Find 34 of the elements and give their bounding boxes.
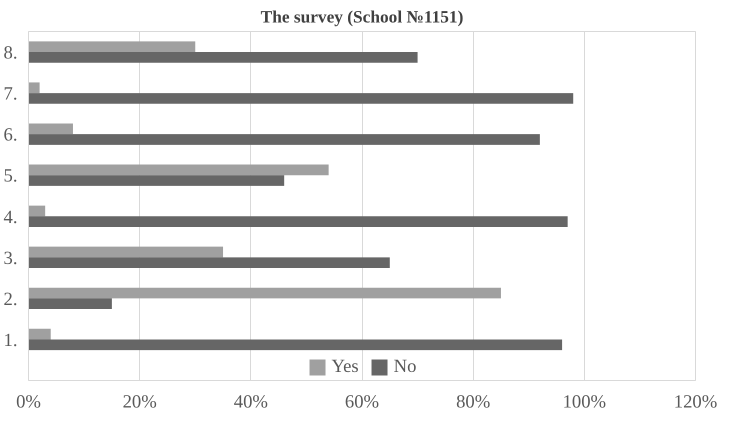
y-tick-label: 2. bbox=[4, 288, 18, 310]
legend-label: Yes bbox=[332, 356, 359, 378]
bar bbox=[28, 134, 540, 145]
bar bbox=[28, 288, 501, 298]
bar bbox=[28, 298, 112, 310]
x-tick-label: 80% bbox=[456, 392, 490, 412]
y-tick-label: 8. bbox=[4, 42, 18, 64]
x-tick-label: 120% bbox=[674, 392, 718, 412]
bar bbox=[28, 206, 46, 216]
y-tick-label: 5. bbox=[4, 166, 18, 187]
chart-title: The survey (School №1151) bbox=[260, 8, 464, 26]
legend-label: No bbox=[394, 356, 416, 378]
x-tick-label: 0% bbox=[16, 392, 41, 412]
bar bbox=[28, 328, 51, 340]
bar bbox=[28, 123, 73, 134]
x-tick-label: 60% bbox=[344, 392, 380, 412]
bar bbox=[28, 164, 329, 176]
x-tick-label: 40% bbox=[234, 392, 268, 412]
y-tick-label: 3. bbox=[4, 248, 18, 269]
bar bbox=[28, 82, 40, 94]
bar bbox=[28, 257, 390, 268]
y-tick-label: 7. bbox=[4, 84, 18, 105]
bar bbox=[28, 93, 574, 104]
y-tick-label: 1. bbox=[4, 330, 18, 351]
bar bbox=[28, 216, 568, 227]
x-tick-label: 100% bbox=[562, 392, 606, 412]
bar bbox=[28, 246, 224, 258]
bar bbox=[28, 339, 562, 350]
x-tick-label: 20% bbox=[122, 392, 157, 412]
y-tick-label: 4. bbox=[4, 206, 18, 228]
bar bbox=[28, 52, 418, 63]
bar bbox=[28, 41, 196, 52]
y-tick-label: 6. bbox=[4, 124, 18, 146]
bar bbox=[28, 175, 284, 186]
